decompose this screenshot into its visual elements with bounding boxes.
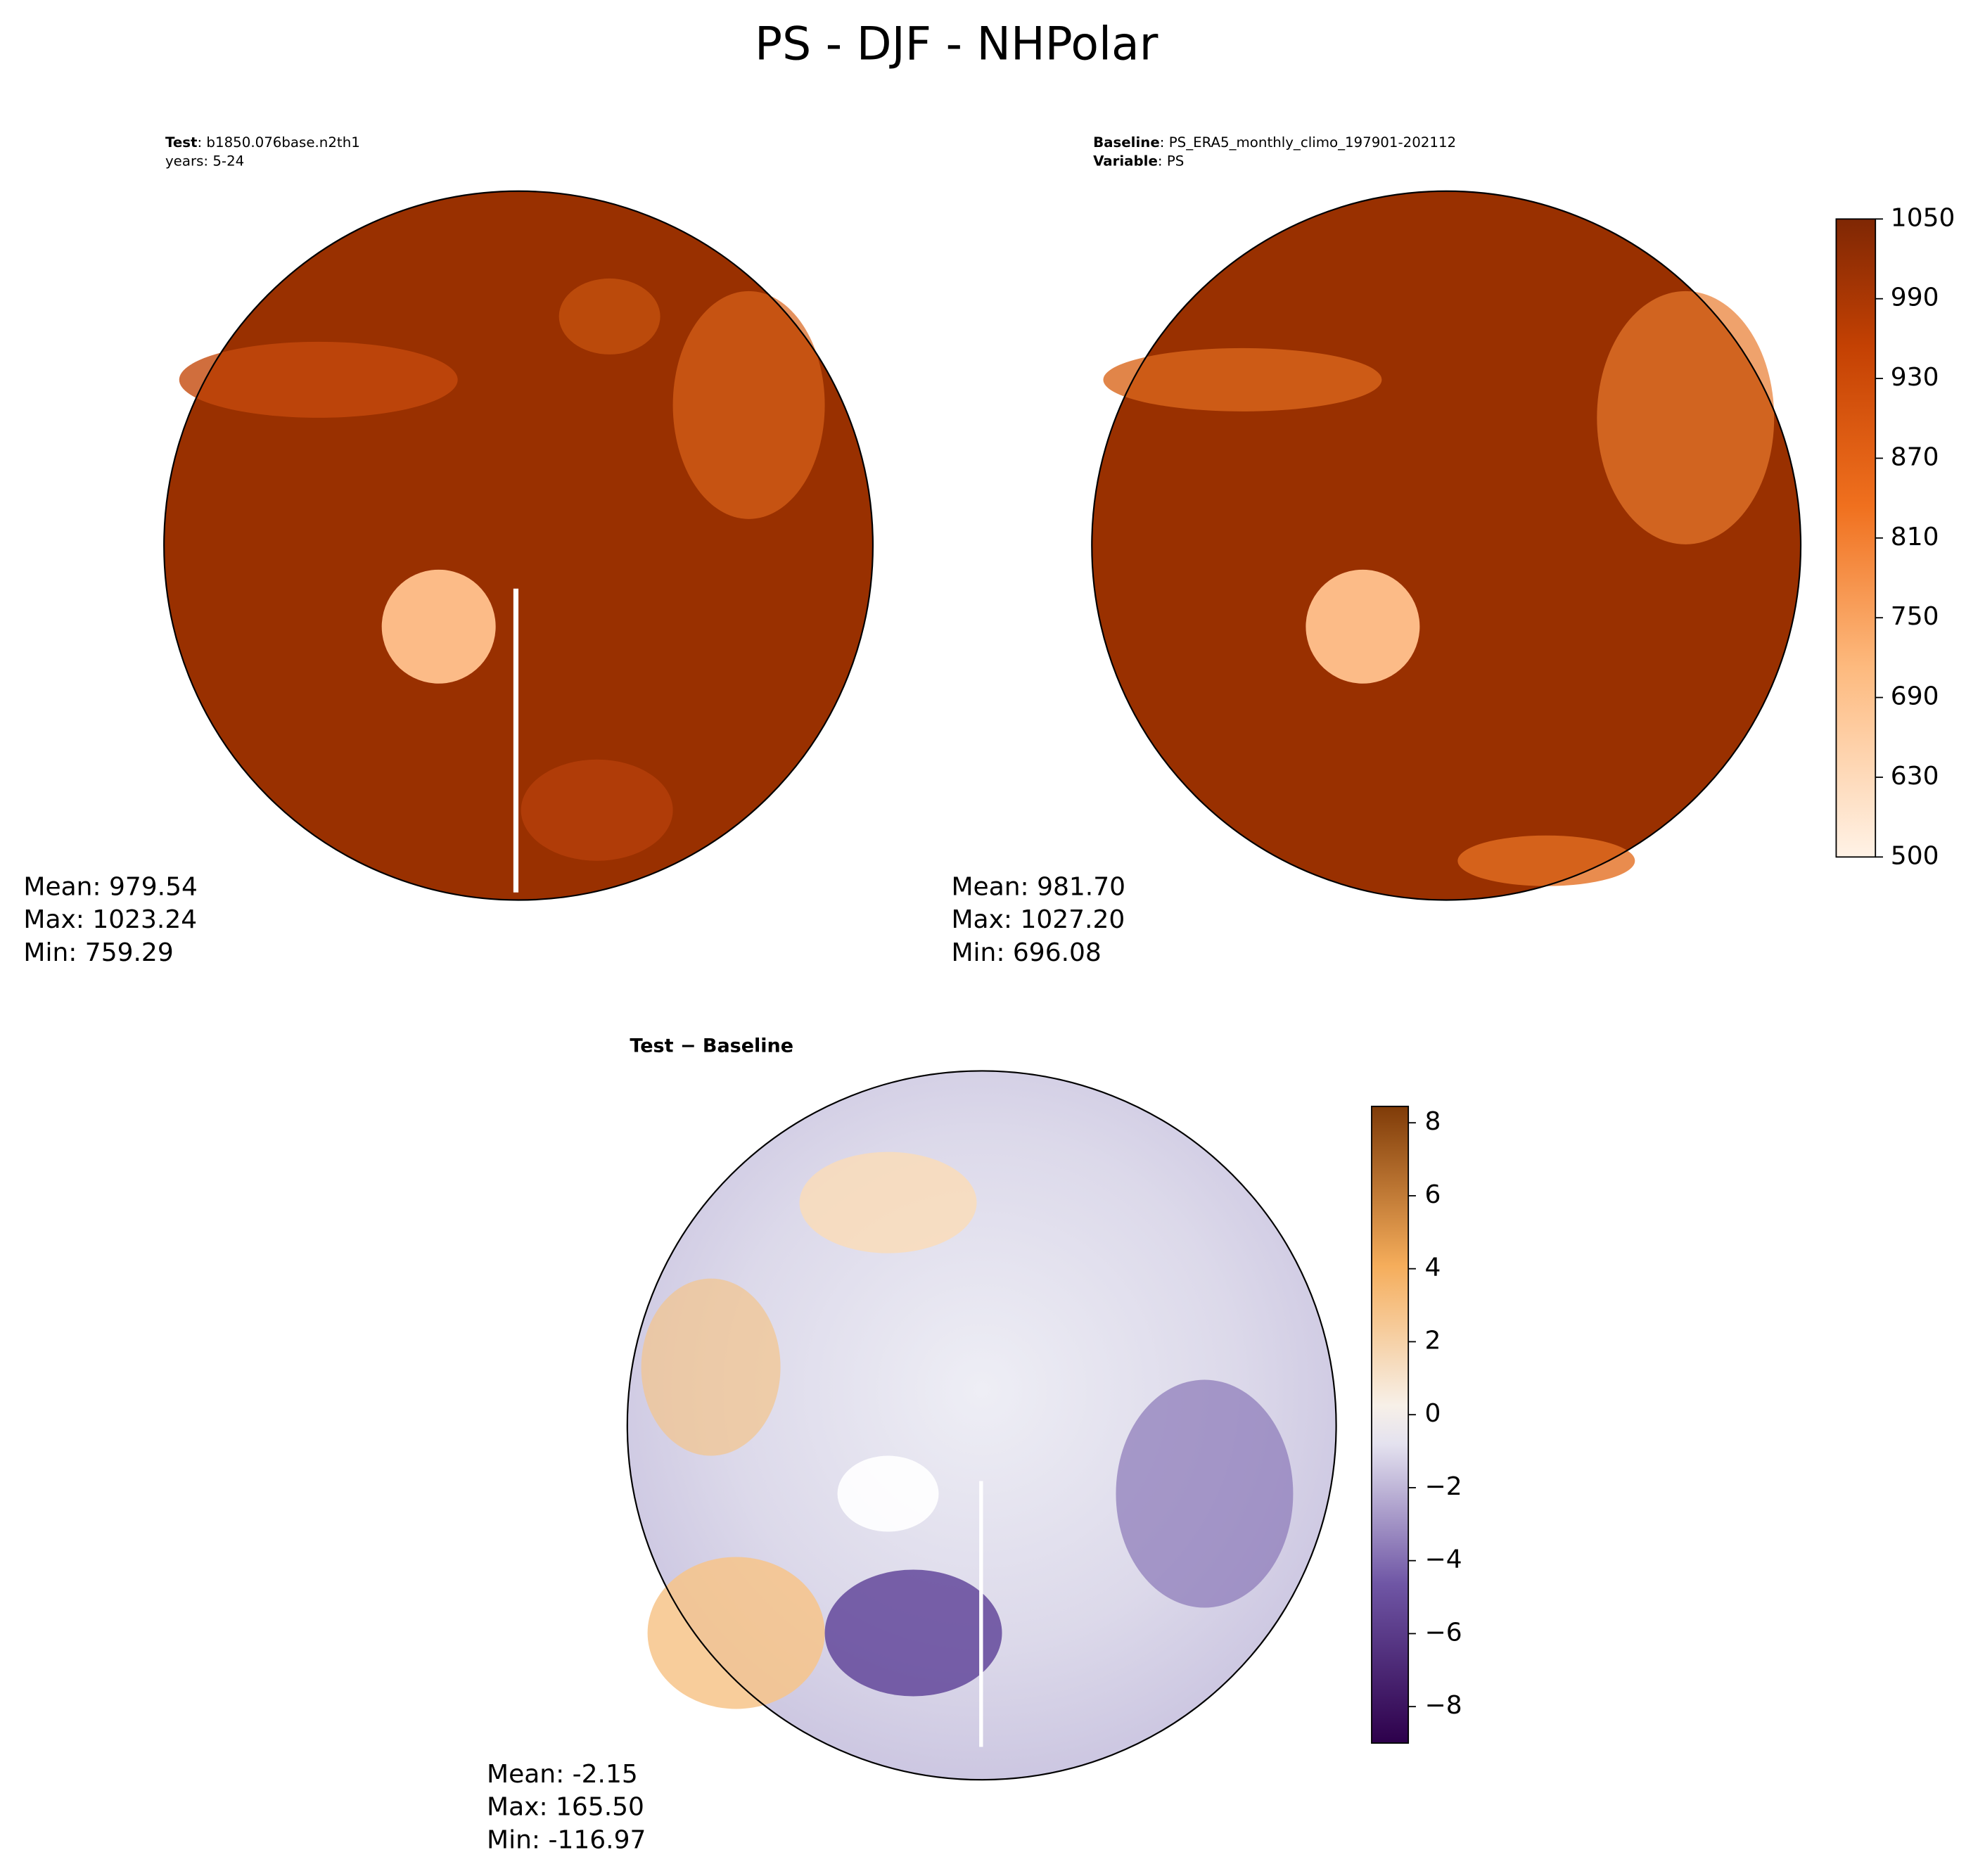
tick-label: 2 <box>1425 1326 1441 1355</box>
header-label: Variable <box>1093 153 1158 170</box>
tick-label: 8 <box>1425 1107 1441 1136</box>
map-baseline <box>1091 190 1802 901</box>
tick-label: −8 <box>1425 1691 1462 1720</box>
tick-label: −2 <box>1425 1472 1462 1501</box>
header-label: Test − Baseline <box>630 1035 793 1057</box>
tick-label: 0 <box>1425 1399 1441 1428</box>
map-difference <box>626 1070 1337 1781</box>
tick-label: 990 <box>1891 283 1939 312</box>
stat-line: Max: 1023.24 <box>23 905 197 934</box>
tick-label: 810 <box>1891 523 1939 551</box>
tick-label: 1050 <box>1891 203 1955 232</box>
panel-header: Variable: PS <box>1093 153 1184 170</box>
map-test <box>163 190 874 901</box>
panel-header: years: 5-24 <box>165 153 244 170</box>
panel-header: Baseline: PS_ERA5_monthly_climo_197901-2… <box>1093 134 1456 151</box>
colorbar <box>1835 218 1877 858</box>
tick-label: 630 <box>1891 762 1939 791</box>
stat-line: Max: 1027.20 <box>952 905 1125 934</box>
tick-label: −4 <box>1425 1545 1462 1574</box>
stat-line: Min: -116.97 <box>487 1825 646 1854</box>
stat-line: Max: 165.50 <box>487 1793 644 1822</box>
panel-header: Test − Baseline <box>630 1035 793 1057</box>
header-text: years: 5-24 <box>165 153 244 170</box>
stat-line: Mean: 979.54 <box>23 872 198 901</box>
header-text: : b1850.076base.n2th1 <box>197 134 359 151</box>
stat-line: Mean: 981.70 <box>952 872 1126 901</box>
header-label: Test <box>165 134 198 151</box>
header-label: Baseline <box>1093 134 1160 151</box>
tick-label: 500 <box>1891 841 1939 870</box>
colorbar <box>1371 1105 1410 1744</box>
stat-line: Mean: -2.15 <box>487 1760 638 1789</box>
tick-label: 870 <box>1891 442 1939 471</box>
tick-label: 690 <box>1891 682 1939 711</box>
header-text: : PS <box>1158 153 1184 170</box>
figure-title: PS - DJF - NHPolar <box>755 18 1159 71</box>
tick-label: 4 <box>1425 1253 1441 1282</box>
stat-line: Min: 759.29 <box>23 938 173 967</box>
tick-label: 750 <box>1891 602 1939 631</box>
header-text: : PS_ERA5_monthly_climo_197901-202112 <box>1160 134 1456 151</box>
tick-label: −6 <box>1425 1618 1462 1647</box>
panel-header: Test: b1850.076base.n2th1 <box>165 134 360 151</box>
stat-line: Min: 696.08 <box>952 938 1102 967</box>
tick-label: 6 <box>1425 1180 1441 1209</box>
tick-label: 930 <box>1891 363 1939 392</box>
